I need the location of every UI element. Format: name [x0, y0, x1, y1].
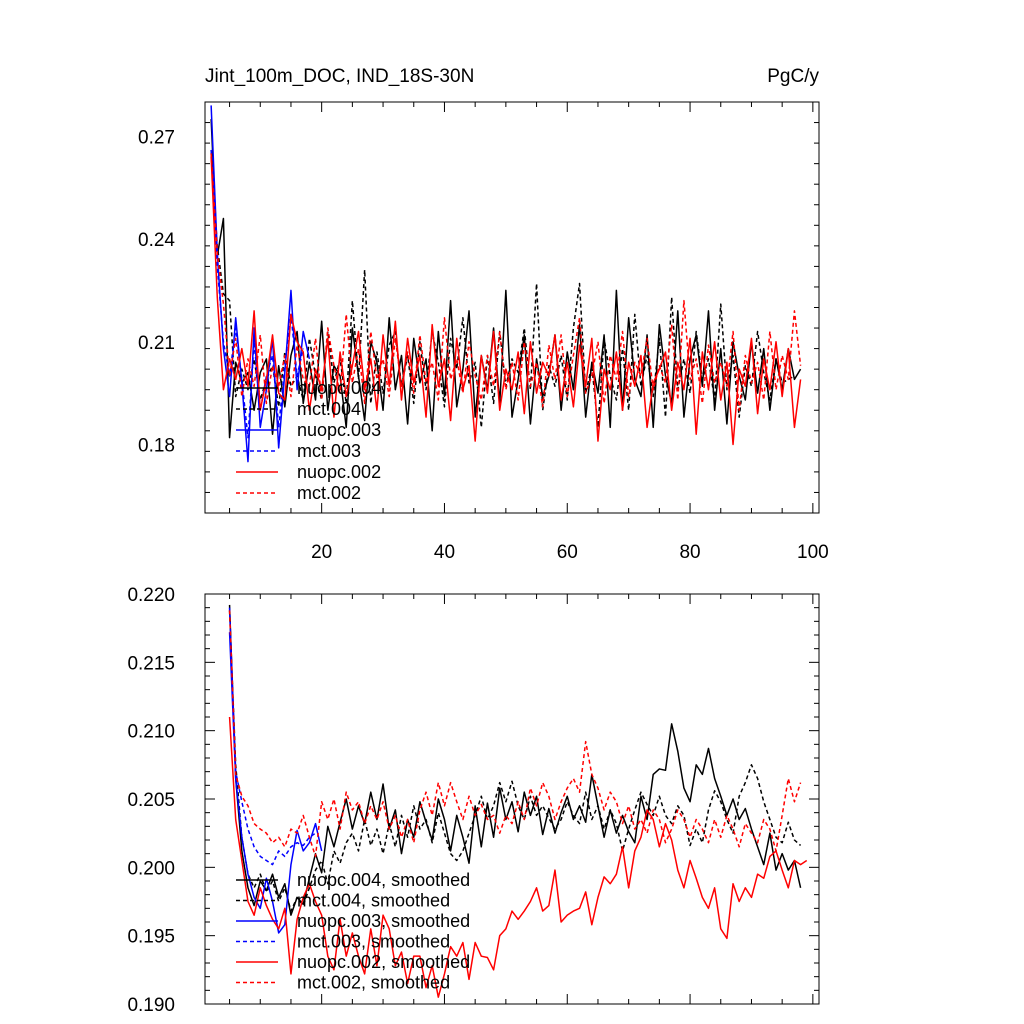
series-line-mct-002-smoothed: [228, 610, 802, 858]
y-tick-label: 0.210: [127, 722, 175, 743]
series-line-nuopc-003-smoothed: [228, 632, 323, 934]
legend-label-nuopc-002-smoothed: nuopc.002, smoothed: [297, 952, 470, 972]
y-tick-label: 0.190: [127, 995, 175, 1016]
legend-label-mct-002-smoothed: mct.002, smoothed: [297, 973, 450, 993]
chart-title: Jint_100m_DOC, IND_18S-30N: [205, 66, 474, 87]
series-line-mct-002: [210, 153, 802, 411]
bottom-panel: 0.190 0.195 0.200 0.205 0.210 0.215 0.220 nuopc…: [127, 585, 820, 1016]
legend-label-mct-002: mct.002: [297, 483, 361, 503]
y-tick-label: 0.220: [127, 585, 175, 606]
legend-label-nuopc-004-smoothed: nuopc.004, smoothed: [297, 870, 470, 890]
x-tick-label: 20: [311, 542, 332, 563]
y-tick-label: 0.215: [127, 653, 175, 674]
x-tick-label: 40: [434, 542, 455, 563]
series-line-nuopc-004: [210, 119, 802, 439]
y-tick-label: 0.24: [138, 230, 175, 251]
y-tick-label: 0.195: [127, 927, 175, 948]
y-tick-label: 0.200: [127, 858, 175, 879]
series-line-nuopc-002: [210, 156, 802, 446]
legend-label-nuopc-004: nuopc.004: [297, 378, 381, 398]
x-tick-label: 100: [797, 542, 829, 563]
legend-label-mct-003-smoothed: mct.003, smoothed: [297, 932, 450, 952]
y-tick-label: 0.205: [127, 790, 175, 811]
legend-label-nuopc-002: nuopc.002: [297, 462, 381, 482]
legend-label-nuopc-003: nuopc.003: [297, 420, 381, 440]
y-tick-label: 0.21: [138, 333, 175, 354]
series-line-nuopc-002-smoothed: [228, 716, 808, 998]
legend-label-mct-003: mct.003: [297, 441, 361, 461]
y-tick-label: 0.27: [138, 127, 175, 148]
x-tick-label: 80: [679, 542, 700, 563]
legend-label-mct-004-smoothed: mct.004, smoothed: [297, 891, 450, 911]
series-line-nuopc-004-smoothed: [228, 604, 802, 916]
chart-units: PgC/y: [767, 66, 819, 87]
legend-label-nuopc-003-smoothed: nuopc.003, smoothed: [297, 911, 470, 931]
series-line-mct-003: [210, 149, 304, 439]
legend-label-mct-004: mct.004: [297, 399, 361, 419]
series-line-mct-004-smoothed: [228, 610, 802, 912]
x-tick-label: 60: [557, 542, 578, 563]
y-tick-label: 0.18: [138, 436, 175, 457]
series-line-mct-003-smoothed: [228, 607, 316, 866]
top-panel: 20 40 60 80 1000.180.210.240.27nuopc.004mct.…: [138, 101, 829, 563]
